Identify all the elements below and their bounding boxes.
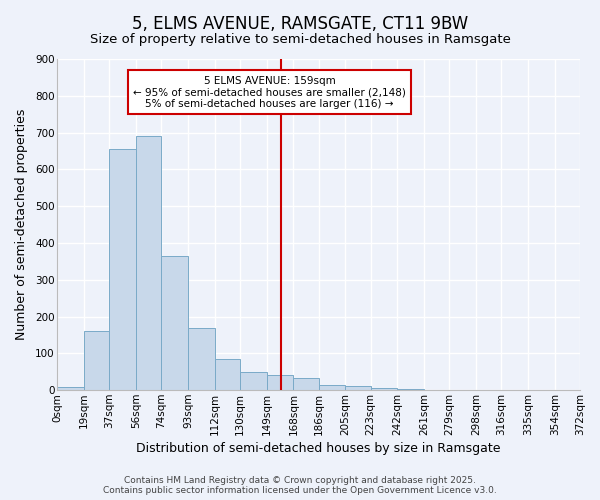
Text: 5, ELMS AVENUE, RAMSGATE, CT11 9BW: 5, ELMS AVENUE, RAMSGATE, CT11 9BW (132, 15, 468, 33)
Bar (136, 136, 161, 390)
Bar (397, 389, 424, 390)
Bar (188, 328, 215, 390)
Y-axis label: Number of semi-detached properties: Number of semi-detached properties (15, 109, 28, 340)
Bar (293, 378, 319, 390)
Bar (58, 387, 84, 390)
Bar (161, 256, 188, 390)
Bar (240, 372, 266, 390)
Text: Size of property relative to semi-detached houses in Ramsgate: Size of property relative to semi-detach… (89, 32, 511, 46)
Bar (84, 332, 109, 390)
Bar (371, 388, 397, 390)
Text: Contains HM Land Registry data © Crown copyright and database right 2025.
Contai: Contains HM Land Registry data © Crown c… (103, 476, 497, 495)
Bar (346, 386, 371, 390)
X-axis label: Distribution of semi-detached houses by size in Ramsgate: Distribution of semi-detached houses by … (136, 442, 501, 455)
Bar (266, 376, 293, 390)
Bar (109, 149, 136, 390)
Bar (215, 359, 240, 390)
Text: 5 ELMS AVENUE: 159sqm
← 95% of semi-detached houses are smaller (2,148)
5% of se: 5 ELMS AVENUE: 159sqm ← 95% of semi-deta… (133, 76, 406, 109)
Bar (319, 385, 346, 390)
